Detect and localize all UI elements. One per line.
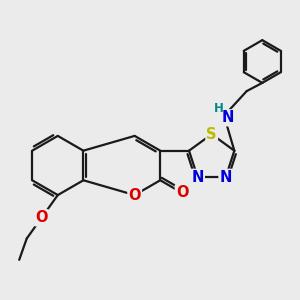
Text: O: O: [128, 188, 141, 202]
Text: N: N: [191, 170, 204, 185]
Text: N: N: [221, 110, 233, 125]
Text: N: N: [220, 170, 232, 185]
Text: O: O: [176, 185, 188, 200]
Text: S: S: [206, 127, 217, 142]
Text: O: O: [35, 210, 48, 225]
Text: H: H: [214, 102, 224, 115]
